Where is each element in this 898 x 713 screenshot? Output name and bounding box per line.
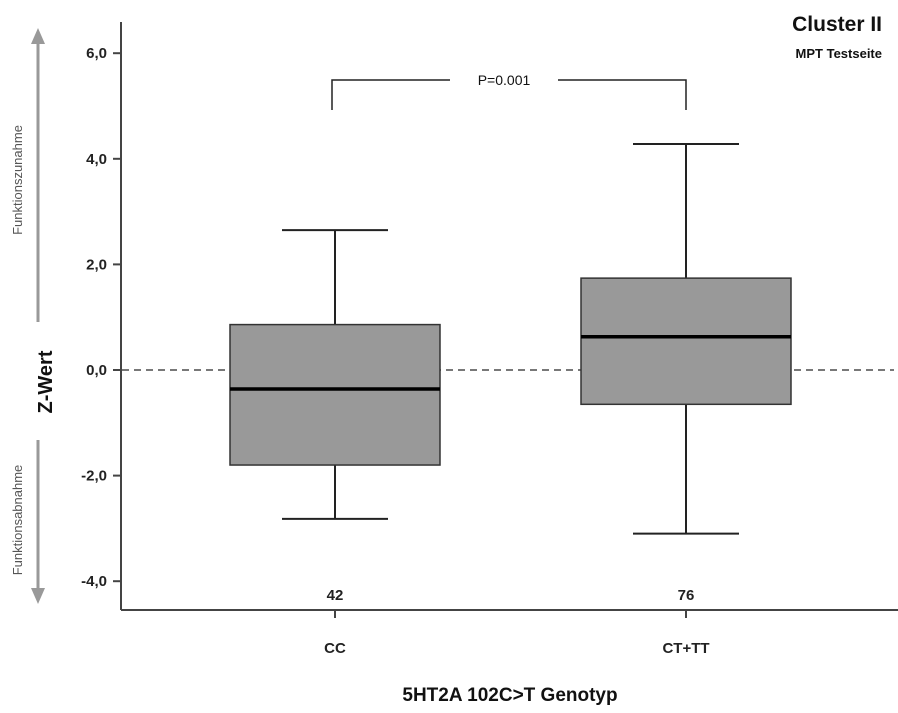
category-labels: 42 CC 76 CT+TT: [324, 587, 709, 657]
iqr-box: [580, 277, 792, 406]
bracket-right: [558, 79, 687, 110]
y-tick-label: 2,0: [86, 256, 107, 273]
y-tick-label: -4,0: [81, 573, 107, 590]
down-label: Funktionsabnahme: [10, 465, 25, 576]
y-tick-label: 4,0: [86, 151, 107, 168]
up-arrow-head: [31, 28, 45, 44]
p-value-label: P=0.001: [478, 72, 531, 88]
box-group-cc: [229, 229, 441, 520]
category-label: CT+TT: [662, 640, 709, 657]
bracket-left: [331, 79, 450, 110]
x-axis-label: 5HT2A 102C>T Genotyp: [402, 685, 617, 706]
axes: 6,0 4,0 2,0 0,0 -2,0 -4,0: [81, 22, 898, 618]
sample-count: 42: [327, 587, 344, 604]
box-group-ct-tt: [580, 143, 792, 535]
y-axis-label: Z-Wert: [35, 350, 57, 413]
y-tick-label: -2,0: [81, 468, 107, 485]
boxes-layer: [229, 143, 792, 535]
y-tick-label: 0,0: [86, 362, 107, 379]
down-arrow-head: [31, 588, 45, 604]
iqr-box: [229, 323, 441, 466]
chart-title: Cluster II: [792, 13, 882, 36]
up-label: Funktionszunahme: [10, 125, 25, 235]
sample-count: 76: [678, 587, 695, 604]
category-label: CC: [324, 640, 346, 657]
y-tick-label: 6,0: [86, 45, 107, 62]
side-annotations: Funktionszunahme Funktionsabnahme Z-Wert: [10, 28, 57, 604]
chart-subtitle: MPT Testseite: [796, 46, 882, 61]
significance-bracket: P=0.001: [331, 72, 687, 110]
